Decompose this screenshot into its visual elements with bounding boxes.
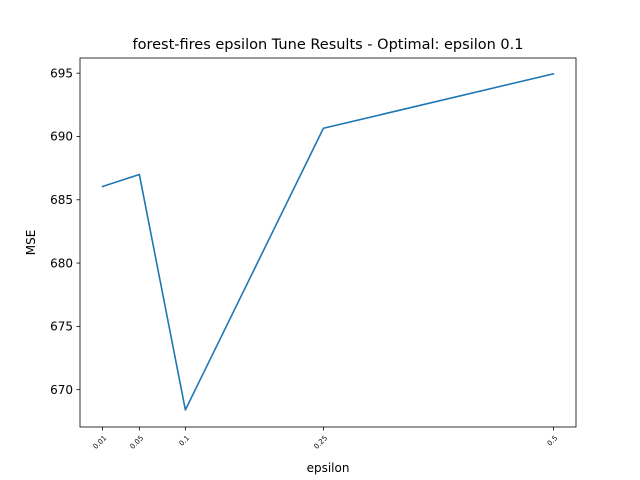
- series-line: [101, 72, 555, 411]
- y-tick-label: 675: [50, 320, 73, 334]
- y-tick-label: 680: [50, 256, 73, 270]
- x-tick-label: 0.25: [313, 434, 330, 451]
- plot-frame: [79, 57, 577, 428]
- x-tick-label: 0.05: [128, 434, 145, 451]
- y-axis: 670 675 680 685 690 695: [50, 66, 80, 397]
- y-tick-label: 690: [50, 130, 73, 144]
- x-axis: 0.01 0.05 0.1 0.25 0.5: [92, 427, 560, 451]
- y-tick-label: 685: [50, 193, 73, 207]
- x-axis-label: epsilon: [307, 461, 350, 475]
- y-tick-label: 670: [50, 383, 73, 397]
- chart-title: forest-fires epsilon Tune Results - Opti…: [133, 37, 524, 53]
- x-tick-label: 0.01: [92, 434, 109, 451]
- y-axis-label: MSE: [24, 230, 38, 256]
- x-tick-label: 0.1: [178, 434, 192, 448]
- x-tick-label: 0.5: [546, 434, 560, 448]
- y-tick-label: 695: [50, 66, 73, 80]
